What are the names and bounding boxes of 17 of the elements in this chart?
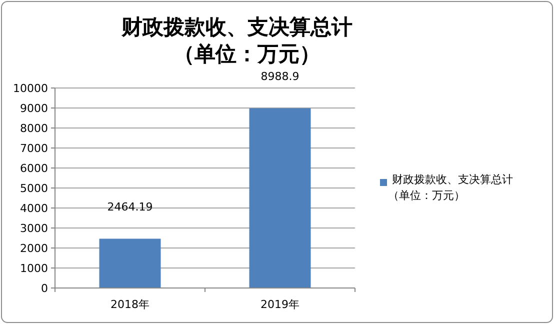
legend-label: 财政拨款收、支决算总计（单位：万元） (388, 173, 513, 202)
y-tick-label: 9000 (20, 102, 48, 115)
chart-title: 财政拨款收、支决算总计（单位：万元） (120, 15, 352, 66)
y-tick-label: 1000 (20, 262, 48, 275)
data-label: 8988.9 (260, 70, 300, 84)
y-tick-label: 3000 (20, 222, 48, 235)
y-tick-label: 10000 (13, 82, 48, 95)
y-tick-label: 7000 (20, 142, 48, 155)
y-tick-label: 2000 (20, 242, 48, 255)
y-tick-label: 4000 (20, 202, 48, 215)
y-tick-label: 6000 (20, 162, 48, 175)
data-label: 2464.19 (107, 200, 153, 214)
y-tick-label: 5000 (20, 182, 48, 195)
y-tick-label: 8000 (20, 122, 48, 135)
x-tick-label: 2019年 (260, 298, 300, 311)
y-tick-label: 0 (41, 282, 48, 295)
x-tick-label: 2018年 (110, 298, 150, 311)
